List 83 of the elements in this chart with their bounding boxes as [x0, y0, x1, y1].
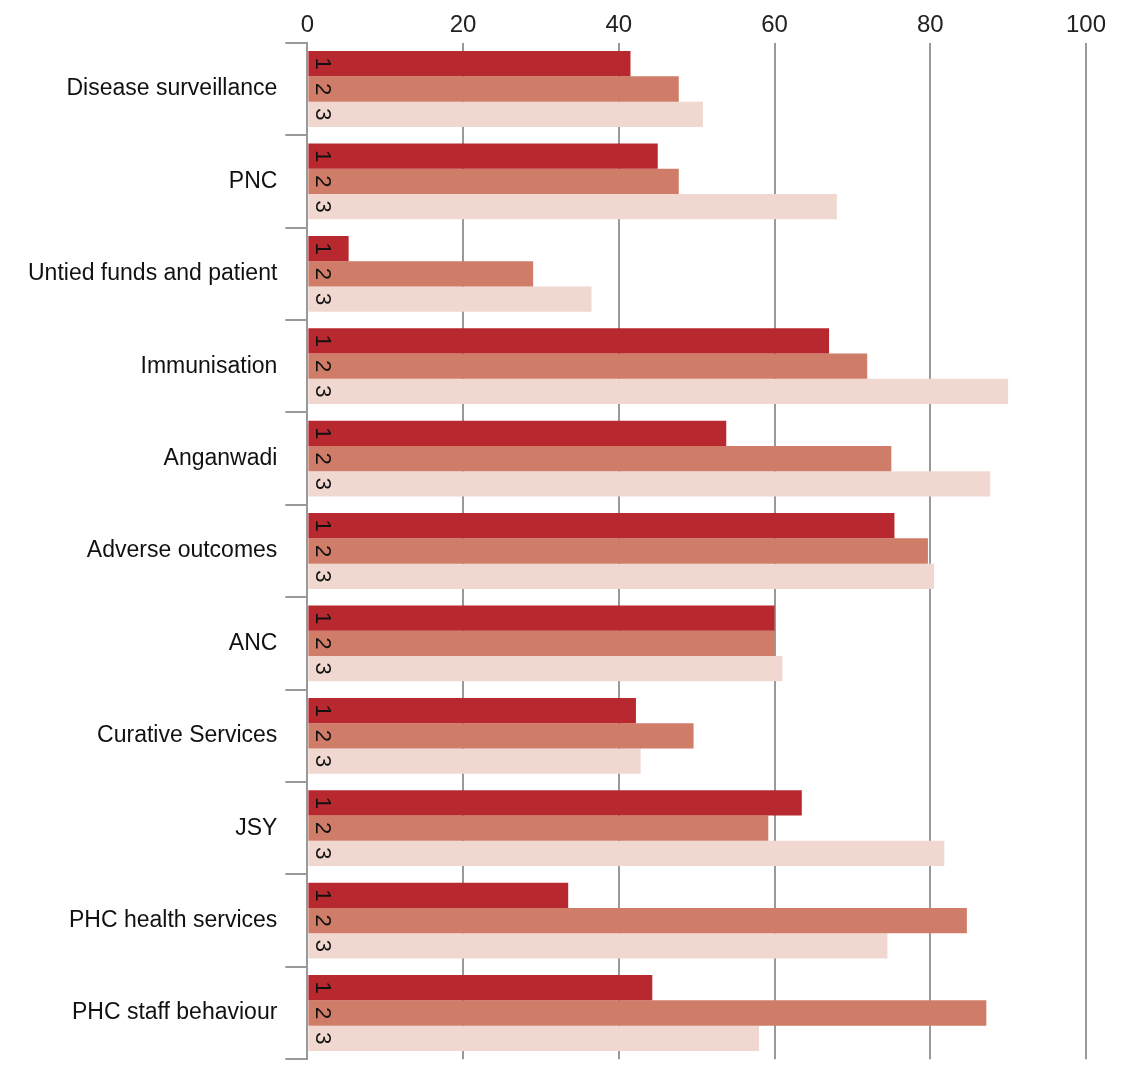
text: 2 — [311, 822, 337, 835]
y-tick-label: Disease surveillance — [66, 74, 278, 101]
bar — [308, 790, 802, 816]
bar — [308, 748, 641, 774]
text: 1 — [311, 242, 337, 255]
bar — [308, 723, 694, 749]
y-tick-label: PHC staff behaviour — [71, 998, 278, 1025]
text: 1 — [311, 519, 337, 532]
text: 3 — [311, 662, 337, 675]
bar — [308, 1025, 759, 1051]
text: 2 — [311, 914, 337, 927]
text: 2 — [311, 452, 337, 465]
bar — [308, 353, 868, 379]
y-tick-label: Immunisation — [140, 351, 278, 378]
bar — [308, 815, 769, 841]
x-tick-label: 0 — [300, 10, 315, 38]
bar — [308, 101, 703, 127]
text: 1 — [311, 704, 337, 717]
bar — [308, 261, 534, 287]
text: 2 — [311, 360, 337, 373]
x-tick-label: 60 — [761, 10, 788, 38]
series-label: 1 — [311, 57, 337, 70]
text: 3 — [311, 570, 337, 583]
y-tick-label: Adverse outcomes — [86, 536, 278, 563]
bar — [308, 143, 658, 169]
x-tick-label: 40 — [605, 10, 633, 38]
text: 3 — [311, 477, 337, 490]
bar — [308, 235, 349, 262]
bar — [308, 605, 775, 631]
text: 1 — [311, 334, 337, 348]
bar — [308, 420, 727, 446]
bar — [308, 445, 892, 472]
x-tick-label: 80 — [916, 10, 944, 38]
bar — [308, 194, 837, 220]
bar — [308, 513, 895, 539]
text: 3 — [311, 754, 337, 768]
bar — [308, 697, 636, 724]
bar — [308, 840, 945, 867]
y-tick-label: Untied funds and patient — [27, 259, 278, 286]
text: 3 — [311, 847, 337, 860]
bar — [308, 51, 631, 77]
y-tick-label: ANC — [228, 628, 278, 655]
text: 2 — [311, 175, 337, 188]
y-tick-label: PHC health services — [68, 905, 278, 932]
bar — [308, 328, 830, 354]
text: 3 — [311, 200, 337, 213]
text: 3 — [311, 385, 337, 398]
text: 1 — [311, 889, 337, 902]
bar — [308, 563, 935, 589]
bar — [308, 882, 569, 908]
x-tick-label: 100 — [1065, 10, 1107, 38]
bar — [308, 630, 775, 657]
bar — [308, 538, 928, 564]
text: 2 — [311, 1006, 337, 1020]
text: 2 — [311, 729, 337, 742]
bar — [308, 378, 1009, 405]
series-label: 2 — [311, 82, 337, 96]
text: 1 — [311, 612, 337, 625]
text: 1 — [311, 981, 337, 994]
bar — [308, 471, 991, 497]
bar — [308, 76, 679, 102]
text: 2 — [311, 544, 337, 558]
bar — [308, 975, 653, 1001]
text: 3 — [311, 939, 337, 952]
y-tick-label: Curative Services — [97, 721, 278, 748]
bar — [308, 656, 783, 682]
text: 2 — [311, 267, 337, 280]
y-tick-label: PNC — [228, 166, 278, 193]
x-tick-label: 20 — [449, 10, 477, 38]
text: 1 — [311, 796, 337, 810]
text: 3 — [311, 292, 337, 306]
text: 1 — [311, 150, 337, 163]
y-tick-label: JSY — [235, 813, 278, 840]
bar — [308, 168, 679, 195]
text: 3 — [311, 1032, 337, 1045]
bar — [308, 1000, 987, 1026]
bar — [308, 286, 592, 312]
y-tick-label: Anganwadi — [163, 443, 278, 470]
series-label: 3 — [311, 108, 337, 121]
text: 2 — [311, 637, 337, 650]
bar — [308, 933, 888, 959]
bar — [308, 907, 967, 934]
text: 1 — [311, 427, 337, 440]
